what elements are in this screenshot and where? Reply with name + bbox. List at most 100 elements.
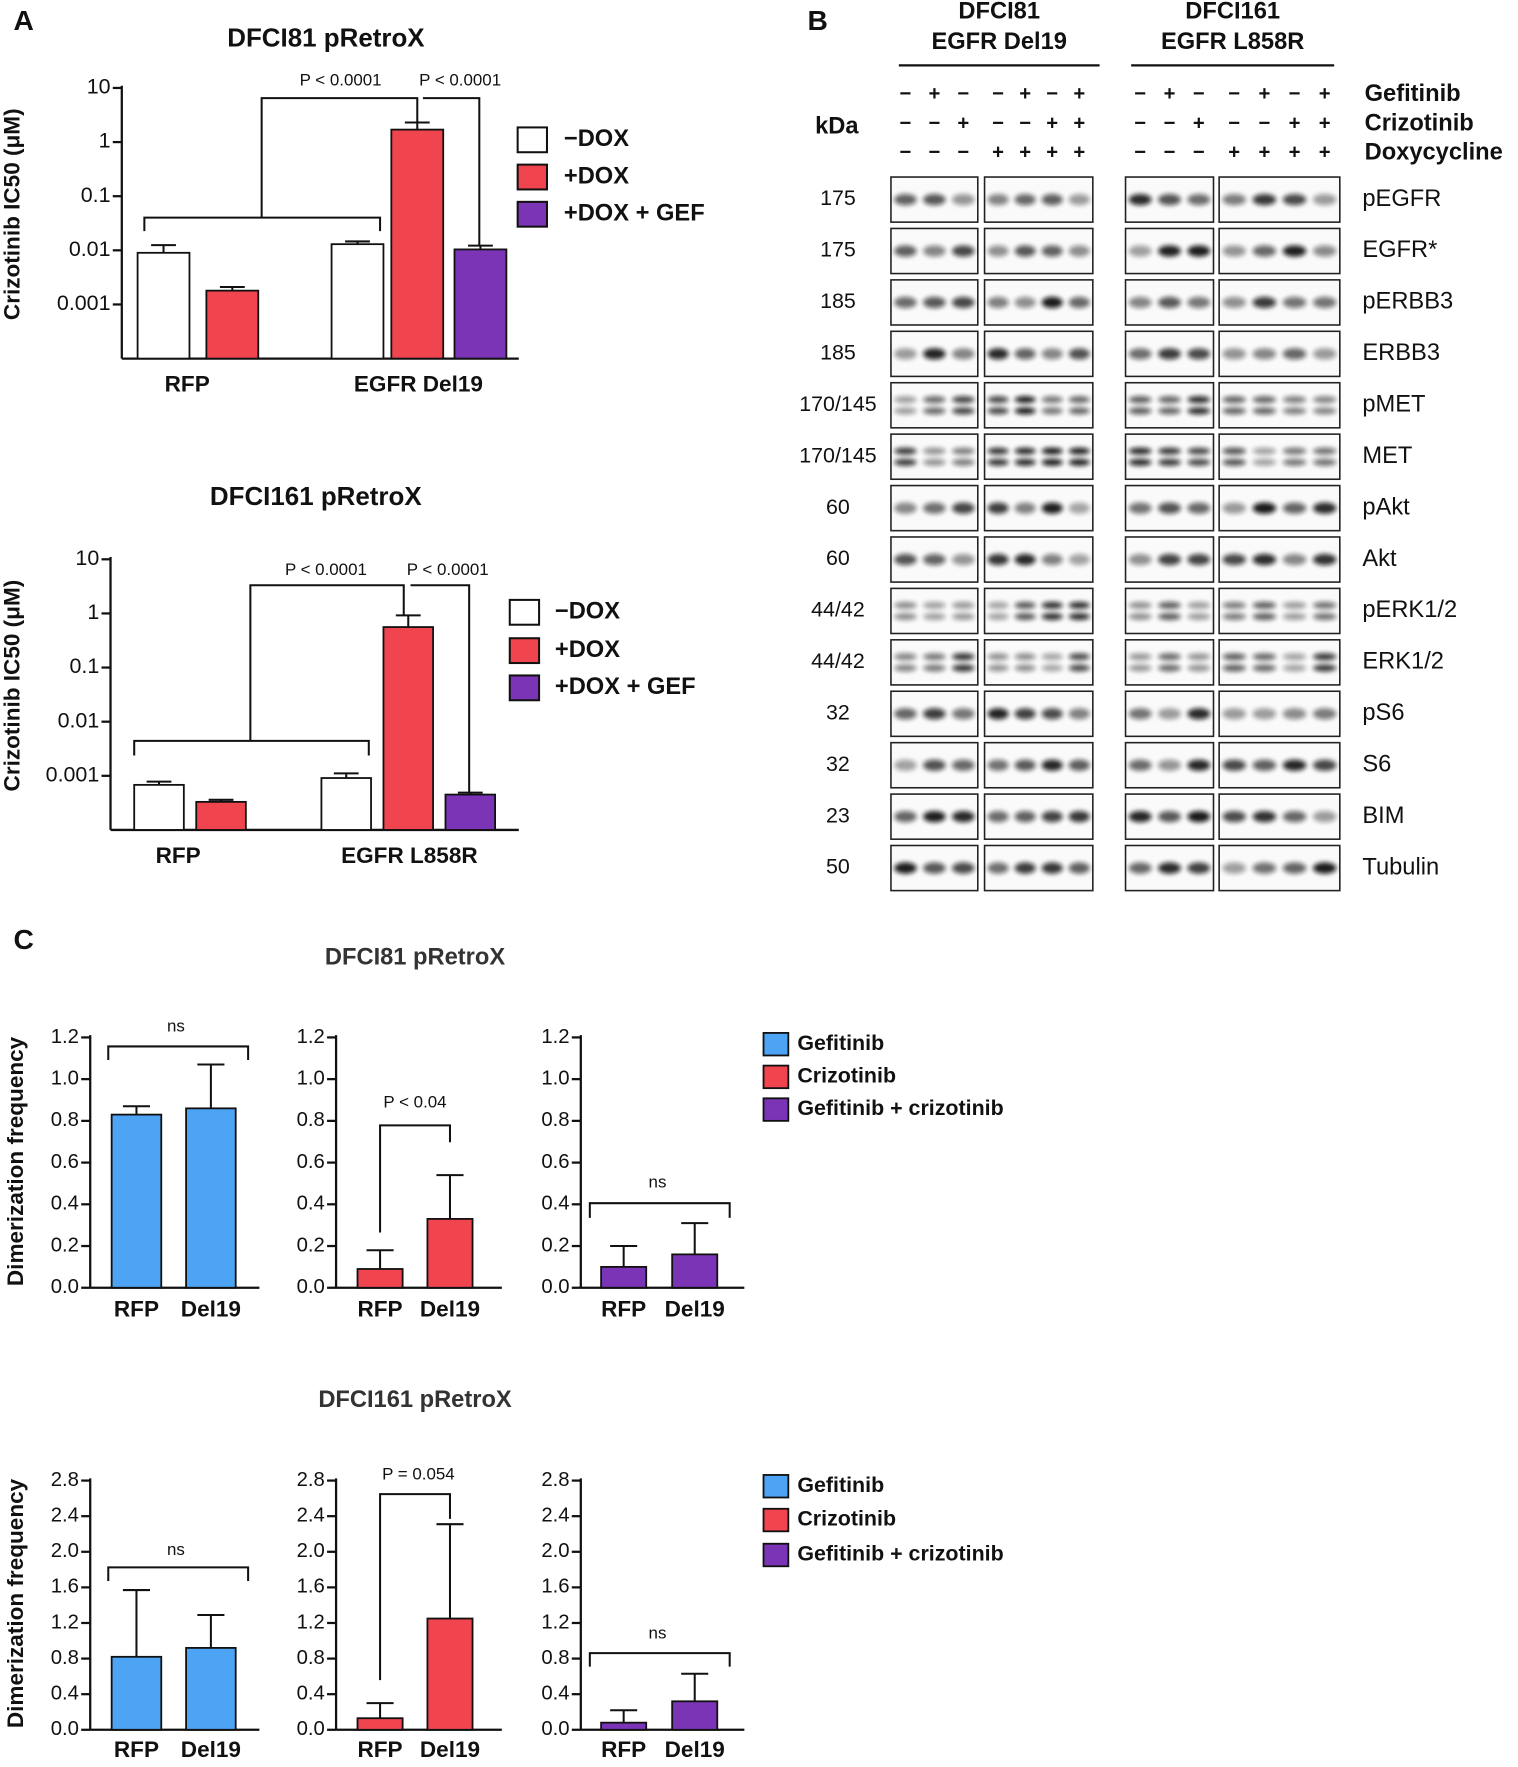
treatment-sign: − — [928, 112, 940, 134]
blot-frame — [890, 639, 979, 686]
treatment-sign: − — [899, 112, 911, 134]
blot-band — [1282, 458, 1307, 466]
protein-name: pMET — [1362, 392, 1425, 418]
legend-swatch — [762, 1032, 790, 1057]
blot-band — [1014, 708, 1036, 720]
blot-band — [987, 458, 1009, 466]
annotation: ns — [167, 1540, 185, 1559]
blot-band — [1041, 653, 1063, 661]
blot-band — [1312, 296, 1337, 309]
blot-band — [1222, 612, 1246, 621]
blot-band — [1222, 245, 1246, 257]
x-tick-label: RFP — [165, 372, 210, 397]
kda-value: 44/42 — [811, 598, 865, 622]
legend-swatch — [516, 200, 548, 228]
blot-band — [894, 612, 917, 621]
legend-swatch — [508, 674, 541, 702]
y-tick-label: 0.0 — [541, 1276, 569, 1298]
blot-band — [1222, 862, 1246, 874]
blot-band — [1252, 296, 1277, 309]
blot-band — [987, 708, 1009, 720]
legend-label: Crizotinib — [797, 1064, 896, 1088]
y-tick-label: 1.2 — [51, 1611, 79, 1633]
blot-band — [1041, 502, 1063, 514]
x-tick-label: EGFR Del19 — [354, 372, 483, 397]
blot-frame — [1218, 381, 1341, 429]
treatment-sign: + — [1319, 112, 1331, 134]
blot-band — [1014, 601, 1036, 609]
annotation: ns — [649, 1623, 667, 1642]
blot-band — [952, 447, 975, 455]
blot-band — [923, 447, 946, 455]
x-tick-label: Del19 — [665, 1737, 725, 1762]
blot-band — [1252, 810, 1277, 823]
bar — [133, 783, 185, 831]
blot-band — [1014, 348, 1036, 360]
blot-band — [1222, 708, 1246, 720]
protein-name: pS6 — [1362, 700, 1404, 726]
blot-band — [1252, 348, 1277, 360]
annotation: P < 0.04 — [383, 1092, 446, 1111]
treatment-name: Crizotinib — [1365, 110, 1474, 136]
blot-band — [952, 296, 975, 309]
blot-frame — [983, 381, 1094, 429]
blot-band — [1312, 458, 1337, 466]
treatment-sign: + — [957, 112, 969, 134]
y-tick-label: 0.0 — [51, 1276, 79, 1298]
x-tick-label: Del19 — [420, 1737, 480, 1762]
legend-label: −DOX — [564, 126, 629, 152]
blot-frame — [1218, 433, 1341, 481]
blot-band — [894, 553, 917, 566]
blot-band — [1068, 612, 1090, 621]
blot-band — [1222, 759, 1246, 771]
y-tick-label: 0.0 — [51, 1718, 79, 1740]
blot-frame — [890, 433, 979, 481]
blot-frame — [890, 587, 979, 635]
blot-band — [1068, 407, 1090, 415]
blot-band — [1222, 296, 1246, 309]
blot-band — [1014, 458, 1036, 466]
blot-band — [1187, 601, 1211, 609]
blot-band — [1158, 502, 1181, 514]
legend-swatch — [516, 163, 548, 191]
blot-band — [1282, 708, 1307, 720]
blot-band — [1187, 759, 1211, 771]
blot-band — [1282, 553, 1307, 566]
y-tick-label: 0.4 — [297, 1683, 325, 1705]
legend-label: Gefitinib + crizotinib — [797, 1542, 1003, 1566]
significance-bracket — [410, 584, 471, 793]
legend-label: +DOX — [564, 163, 629, 189]
blot-band — [1068, 458, 1090, 466]
significance-bracket — [107, 1566, 250, 1581]
blot-band — [1187, 348, 1211, 360]
y-tick-label: 1.6 — [541, 1576, 569, 1598]
y-tick-label: 1.2 — [297, 1611, 325, 1633]
blot-band — [1282, 245, 1307, 257]
blot-band — [987, 407, 1009, 415]
annotation: P < 0.0001 — [300, 71, 382, 90]
protein-name: pEGFR — [1362, 186, 1441, 212]
y-tick-label: 1.0 — [51, 1068, 79, 1090]
blot-band — [894, 296, 917, 309]
blot-band — [923, 653, 946, 661]
blot-band — [987, 664, 1009, 672]
blot-band — [1222, 447, 1246, 455]
chart-title: DFCI161 pRetroX — [210, 483, 422, 511]
blot-band — [923, 612, 946, 621]
treatment-sign: + — [1073, 83, 1085, 105]
blot-band — [1068, 553, 1090, 566]
blot-band — [1068, 708, 1090, 720]
blot-band — [952, 553, 975, 566]
blot-frame — [1124, 381, 1215, 429]
blot-band — [1187, 862, 1211, 874]
blot-band — [1128, 759, 1152, 771]
bar — [320, 777, 372, 831]
blot-band — [1158, 810, 1181, 823]
blot-band — [1158, 193, 1181, 206]
blot-band — [1312, 193, 1337, 206]
blot-band — [1041, 348, 1063, 360]
annotation: P < 0.0001 — [285, 560, 367, 579]
blot-band — [1282, 653, 1307, 661]
annotation: P = 0.054 — [382, 1464, 455, 1483]
blot-band — [1187, 193, 1211, 206]
